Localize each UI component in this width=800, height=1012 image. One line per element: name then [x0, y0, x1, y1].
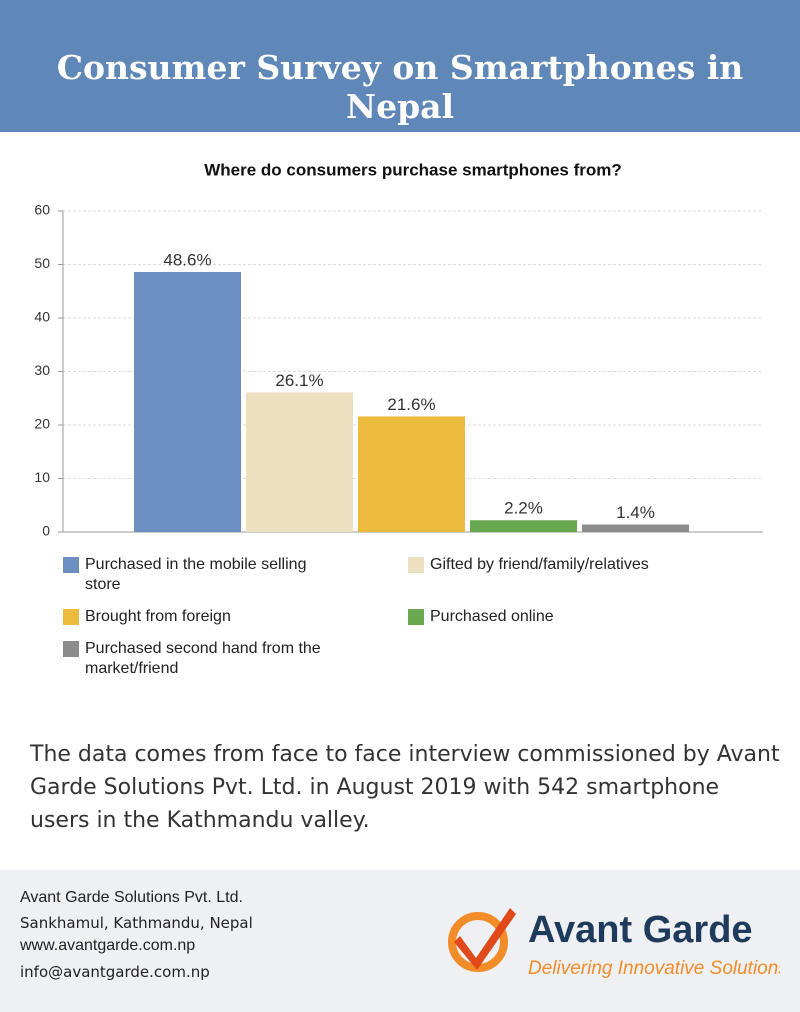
legend-label: Purchased second hand from the market/fr…: [85, 640, 321, 677]
y-tick-label: 40: [34, 309, 50, 325]
bar: [358, 416, 465, 532]
logo-name: Avant Garde: [528, 909, 753, 951]
legend-swatch: [63, 609, 79, 625]
logo-tagline: Delivering Innovative Solutions: [528, 958, 780, 979]
bar: [134, 271, 241, 532]
legend-label: Purchased online: [430, 608, 554, 625]
value-label: 26.1%: [275, 371, 323, 390]
legend-label: Brought from foreign: [85, 608, 231, 625]
legend-label: Purchased in the mobile selling store: [85, 556, 307, 593]
website: www.avantgarde.com.np: [20, 937, 196, 954]
value-label: 2.2%: [504, 499, 543, 518]
legend-swatch: [63, 557, 79, 573]
value-label: 1.4%: [616, 503, 655, 522]
y-tick-label: 10: [34, 469, 50, 485]
y-tick-label: 60: [34, 202, 50, 218]
legend-item: Brought from foreign: [63, 607, 408, 627]
page-title: Consumer Survey on Smartphones in Nepal: [56, 48, 744, 126]
header: Consumer Survey on Smartphones in Nepal: [0, 0, 800, 132]
description: The data comes from face to face intervi…: [30, 742, 780, 833]
footer: Avant Garde Solutions Pvt. Ltd. Sankhamu…: [0, 870, 800, 1012]
value-label: 48.6%: [163, 250, 211, 269]
value-label: 21.6%: [387, 395, 435, 414]
legend-item: Gifted by friend/family/relatives: [408, 555, 763, 595]
legend-item: Purchased second hand from the market/fr…: [63, 639, 408, 679]
bar: [246, 392, 353, 532]
chart-title: Where do consumers purchase smartphones …: [204, 160, 622, 179]
legend-swatch: [63, 641, 79, 657]
legend-item: Purchased online: [408, 607, 763, 627]
y-tick-label: 0: [42, 523, 50, 539]
logo-check: [454, 908, 516, 970]
address: Sankhamul, Kathmandu, Nepal: [20, 914, 253, 932]
chart: Where do consumers purchase smartphones …: [34, 160, 763, 539]
email: info@avantgarde.com.np: [20, 963, 210, 981]
legend-swatch: [408, 557, 424, 573]
legend: Purchased in the mobile selling store Gif…: [63, 555, 763, 679]
legend-item: Purchased in the mobile selling store: [63, 555, 408, 595]
logo: Avant Garde Delivering Innovative Soluti…: [448, 908, 780, 979]
bar: [582, 524, 689, 532]
y-tick-label: 50: [34, 255, 50, 271]
legend-label: Gifted by friend/family/relatives: [430, 556, 649, 573]
y-tick-label: 30: [34, 362, 50, 378]
bar: [470, 520, 577, 532]
company: Avant Garde Solutions Pvt. Ltd.: [20, 889, 243, 906]
legend-swatch: [408, 609, 424, 625]
y-tick-label: 20: [34, 416, 50, 432]
